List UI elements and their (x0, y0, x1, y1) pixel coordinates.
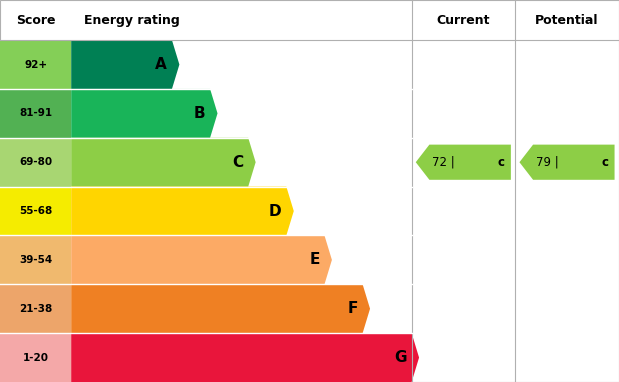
Polygon shape (71, 235, 332, 284)
Text: Score: Score (16, 13, 55, 27)
Text: G: G (394, 350, 407, 365)
Polygon shape (416, 145, 511, 180)
Text: 1-20: 1-20 (22, 353, 49, 363)
Text: Potential: Potential (535, 13, 599, 27)
Text: D: D (269, 204, 282, 219)
Polygon shape (519, 145, 615, 180)
Text: 92+: 92+ (24, 60, 47, 70)
Text: c: c (602, 156, 608, 169)
Text: 39-54: 39-54 (19, 255, 52, 265)
Text: E: E (309, 253, 319, 267)
Text: A: A (155, 57, 167, 72)
Text: 81-91: 81-91 (19, 108, 52, 118)
Text: B: B (194, 106, 205, 121)
Text: 79 |: 79 | (536, 156, 566, 169)
Text: Energy rating: Energy rating (84, 13, 180, 27)
Polygon shape (71, 284, 370, 333)
Polygon shape (71, 333, 419, 382)
Text: c: c (498, 156, 504, 169)
Polygon shape (71, 187, 294, 235)
Bar (0, 284, 71, 333)
Bar (0, 333, 71, 382)
Text: F: F (347, 301, 358, 316)
Bar (0, 89, 71, 138)
Bar (0, 187, 71, 235)
Text: Current: Current (436, 13, 490, 27)
Polygon shape (71, 89, 217, 138)
Text: 72 |: 72 | (433, 156, 463, 169)
Polygon shape (71, 40, 180, 89)
Bar (0, 40, 71, 89)
Text: 69-80: 69-80 (19, 157, 52, 167)
Text: C: C (232, 155, 243, 170)
Text: 55-68: 55-68 (19, 206, 52, 216)
Polygon shape (71, 138, 256, 187)
Bar (0, 235, 71, 284)
Bar (0, 138, 71, 187)
Text: 21-38: 21-38 (19, 304, 52, 314)
